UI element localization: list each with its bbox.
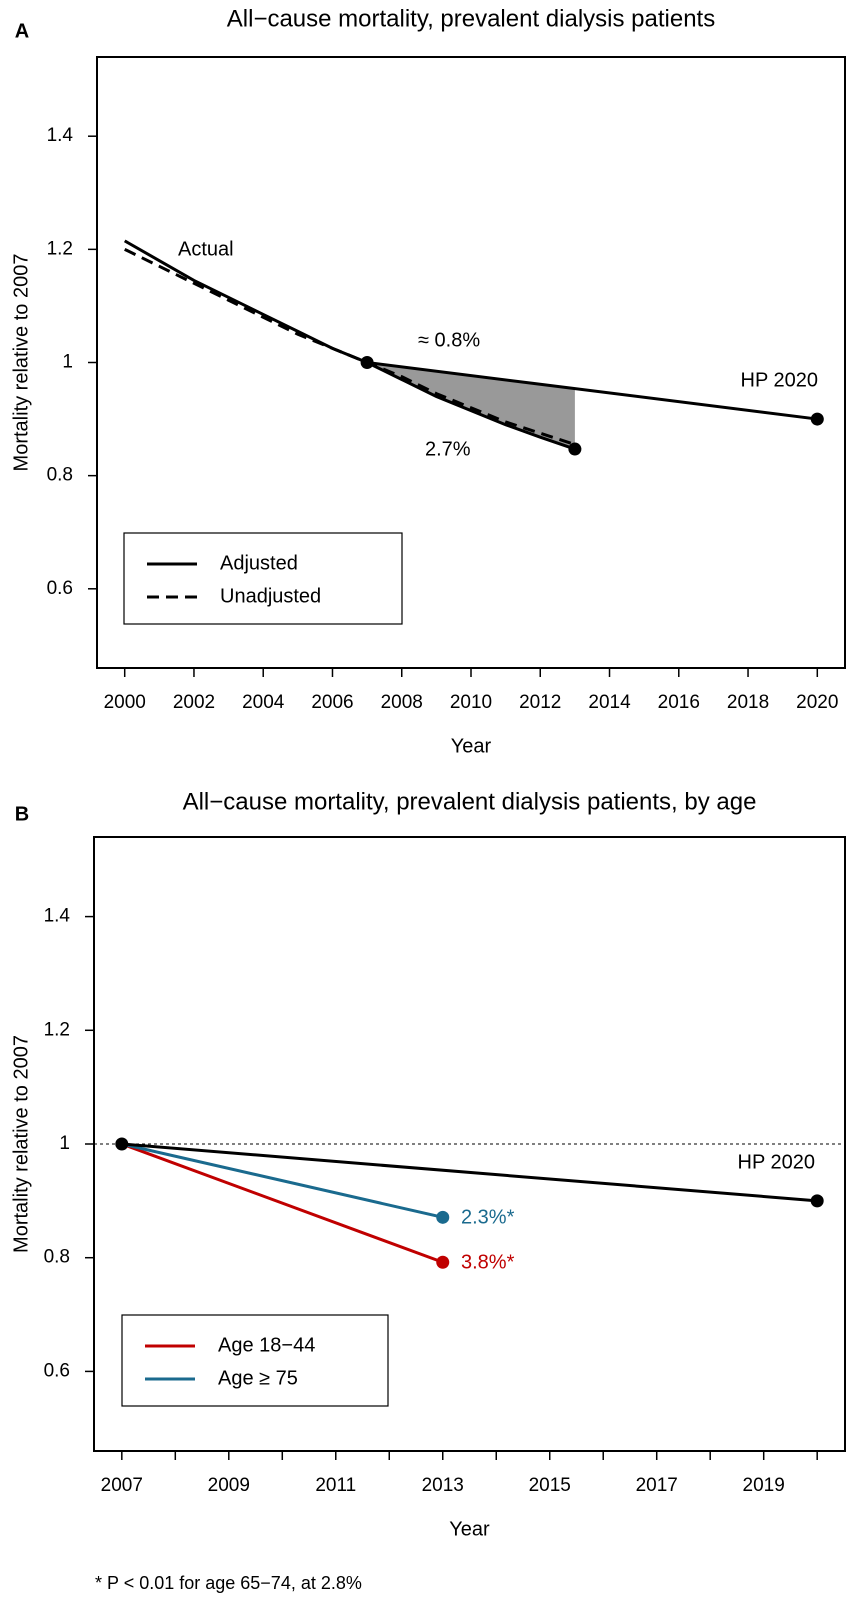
y-tick-label: 1.2 xyxy=(44,1019,70,1040)
x-axis-label: Year xyxy=(451,735,492,757)
y-tick-label: 1.4 xyxy=(47,125,74,146)
x-tick-label: 2006 xyxy=(311,692,353,713)
legend-label: Unadjusted xyxy=(220,585,321,607)
annotation: 2.7% xyxy=(425,438,471,460)
x-tick-label: 2008 xyxy=(381,692,423,713)
series-line xyxy=(121,1142,444,1264)
x-tick-label: 2013 xyxy=(422,1475,464,1496)
legend-label: Age 18−44 xyxy=(218,1334,315,1356)
annotation: 2.3%* xyxy=(461,1206,515,1228)
x-tick-label: 2016 xyxy=(658,692,700,713)
end-point xyxy=(436,1255,450,1269)
legend-box xyxy=(123,532,403,625)
panel-label: A xyxy=(15,20,29,42)
target-point xyxy=(360,356,374,369)
x-tick-label: 2014 xyxy=(588,692,631,713)
y-tick-label: 0.6 xyxy=(47,578,73,599)
x-tick-label: 2017 xyxy=(636,1475,678,1496)
x-tick-label: 2004 xyxy=(242,692,285,713)
end-point xyxy=(436,1210,450,1224)
legend-label: Age ≥ 75 xyxy=(218,1367,298,1389)
x-tick-label: 2002 xyxy=(173,692,215,713)
chart-title: All−cause mortality, prevalent dialysis … xyxy=(183,788,757,815)
x-tick-label: 2018 xyxy=(727,692,769,713)
panel-label: B xyxy=(15,803,29,825)
x-tick-label: 2011 xyxy=(315,1475,356,1496)
series-line xyxy=(124,248,576,446)
x-tick-label: 2012 xyxy=(519,692,561,713)
x-tick-label: 2019 xyxy=(743,1475,785,1496)
target-point xyxy=(115,1137,129,1151)
series-line xyxy=(121,1142,444,1219)
x-tick-label: 2010 xyxy=(450,692,492,713)
y-tick-label: 1 xyxy=(59,1133,70,1154)
y-axis-label: Mortality relative to 2007 xyxy=(10,254,32,472)
legend-label: Adjusted xyxy=(220,552,298,574)
y-tick-label: 0.8 xyxy=(44,1247,70,1268)
x-tick-label: 2009 xyxy=(208,1475,250,1496)
y-axis-label: Mortality relative to 2007 xyxy=(10,1035,32,1253)
target-label: HP 2020 xyxy=(738,1151,815,1173)
target-line xyxy=(121,1142,818,1203)
y-tick-label: 1.4 xyxy=(44,906,71,927)
y-tick-label: 0.8 xyxy=(47,465,73,486)
y-tick-label: 1.2 xyxy=(47,238,73,259)
x-tick-label: 2007 xyxy=(101,1475,143,1496)
end-point xyxy=(568,442,582,456)
plot-frame xyxy=(96,56,846,669)
footnote: * P < 0.01 for age 65−74, at 2.8% xyxy=(95,1573,362,1593)
annotation: 3.8%* xyxy=(461,1251,515,1273)
target-point xyxy=(810,1194,824,1208)
x-tick-label: 2015 xyxy=(529,1475,571,1496)
x-axis-label: Year xyxy=(449,1518,490,1540)
target-line xyxy=(366,361,818,421)
target-label: HP 2020 xyxy=(741,369,818,391)
chart-title: All−cause mortality, prevalent dialysis … xyxy=(227,5,715,32)
annotation: ≈ 0.8% xyxy=(418,329,480,351)
x-tick-label: 2020 xyxy=(796,692,838,713)
legend-box xyxy=(121,1314,389,1407)
x-tick-label: 2000 xyxy=(104,692,146,713)
y-tick-label: 1 xyxy=(62,352,73,373)
target-point xyxy=(810,412,824,426)
y-tick-label: 0.6 xyxy=(44,1360,70,1381)
annotation: Actual xyxy=(178,238,234,260)
